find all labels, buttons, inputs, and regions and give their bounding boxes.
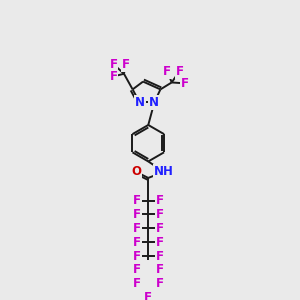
Text: F: F bbox=[155, 263, 164, 276]
Text: F: F bbox=[181, 77, 189, 90]
Text: F: F bbox=[164, 65, 171, 78]
Text: F: F bbox=[133, 194, 141, 207]
Text: F: F bbox=[110, 70, 118, 83]
Text: F: F bbox=[155, 208, 164, 221]
Text: F: F bbox=[133, 250, 141, 262]
Text: F: F bbox=[133, 263, 141, 276]
Text: F: F bbox=[144, 291, 152, 300]
Text: F: F bbox=[133, 277, 141, 290]
Text: NH: NH bbox=[154, 165, 174, 178]
Text: F: F bbox=[155, 194, 164, 207]
Text: F: F bbox=[155, 277, 164, 290]
Text: F: F bbox=[176, 65, 184, 78]
Text: N: N bbox=[149, 96, 159, 109]
Text: F: F bbox=[155, 250, 164, 262]
Text: O: O bbox=[131, 165, 141, 178]
Text: F: F bbox=[133, 236, 141, 249]
Text: F: F bbox=[155, 236, 164, 249]
Text: F: F bbox=[133, 208, 141, 221]
Text: F: F bbox=[110, 58, 118, 71]
Text: F: F bbox=[122, 58, 130, 71]
Text: N: N bbox=[135, 96, 145, 109]
Text: F: F bbox=[155, 222, 164, 235]
Text: F: F bbox=[133, 222, 141, 235]
